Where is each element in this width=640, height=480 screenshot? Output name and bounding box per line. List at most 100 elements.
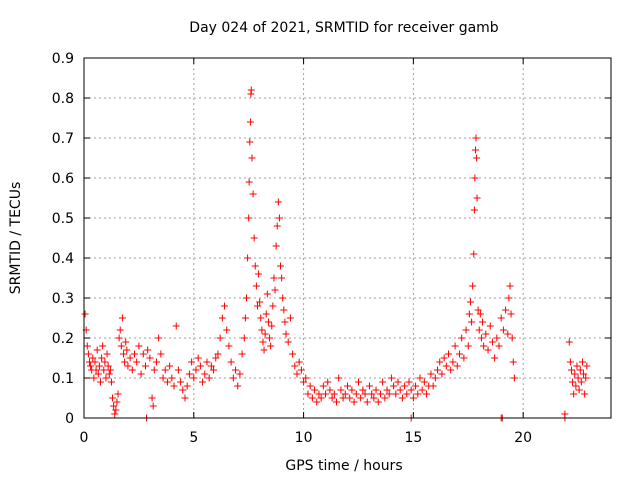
data-point [313, 398, 321, 406]
data-point [350, 398, 358, 406]
data-point [474, 306, 482, 314]
data-point [465, 310, 473, 318]
data-point [582, 374, 590, 382]
data-point [124, 362, 132, 370]
data-point [99, 342, 107, 350]
data-point [497, 314, 505, 322]
data-point [460, 354, 468, 362]
data-point [146, 354, 154, 362]
data-point [126, 354, 134, 362]
data-point [98, 354, 106, 362]
data-point [495, 342, 503, 350]
data-point [571, 370, 579, 378]
data-point [365, 382, 373, 390]
data-point [502, 306, 510, 314]
data-point [106, 366, 114, 374]
data-point [427, 370, 435, 378]
data-point [120, 350, 128, 358]
data-point [420, 378, 428, 386]
data-point [196, 362, 204, 370]
data-point [201, 370, 209, 378]
data-point [281, 318, 289, 326]
y-tick-label: 0.7 [52, 131, 74, 147]
data-point [117, 342, 125, 350]
data-point [245, 178, 253, 186]
data-point [352, 390, 360, 398]
data-point [504, 330, 512, 338]
data-point [192, 366, 200, 374]
data-point [194, 354, 202, 362]
data-point [190, 374, 198, 382]
x-axis-label: GPS time / hours [285, 458, 402, 474]
data-point [387, 374, 395, 382]
data-point [144, 346, 152, 354]
data-point [261, 330, 269, 338]
data-point [91, 358, 99, 366]
data-point [383, 386, 391, 394]
data-point [368, 390, 376, 398]
data-point [274, 198, 282, 206]
data-point [236, 370, 244, 378]
data-point [278, 274, 286, 282]
data-point [328, 394, 336, 402]
data-point [473, 154, 481, 162]
data-point [453, 362, 461, 370]
data-point [96, 378, 104, 386]
data-point [81, 310, 89, 318]
data-point [372, 386, 380, 394]
data-point [470, 250, 478, 258]
data-point [470, 206, 478, 214]
data-point [123, 346, 131, 354]
data-point [229, 374, 237, 382]
data-point [566, 358, 574, 366]
data-point [268, 322, 276, 330]
data-point [259, 338, 267, 346]
data-point [324, 378, 332, 386]
data-point [438, 370, 446, 378]
data-point [491, 354, 499, 362]
data-point [449, 358, 457, 366]
data-point [109, 394, 117, 402]
data-point [149, 402, 157, 410]
data-point [407, 386, 415, 394]
data-point [253, 302, 261, 310]
data-point [374, 398, 382, 406]
data-point [185, 370, 193, 378]
grid-lines [84, 58, 611, 418]
data-point [431, 374, 439, 382]
data-point [246, 118, 254, 126]
data-point [115, 334, 123, 342]
data-point [348, 386, 356, 394]
data-point [152, 358, 160, 366]
data-point [455, 350, 463, 358]
data-point [396, 386, 404, 394]
data-point [306, 382, 314, 390]
y-tick-label: 0.1 [52, 371, 74, 387]
data-point [155, 334, 163, 342]
data-point [102, 374, 110, 382]
data-point [565, 338, 573, 346]
data-point [128, 366, 136, 374]
data-point [251, 262, 259, 270]
data-point [238, 350, 246, 358]
data-point [581, 390, 589, 398]
data-point [168, 374, 176, 382]
data-point [315, 390, 323, 398]
data-point [392, 390, 400, 398]
data-point [508, 334, 516, 342]
y-tick-label: 0.2 [52, 331, 74, 347]
data-point [363, 398, 371, 406]
data-point [270, 274, 278, 282]
data-point [110, 402, 118, 410]
data-point [466, 298, 474, 306]
data-point [476, 310, 484, 318]
data-point [107, 378, 115, 386]
data-point [249, 190, 257, 198]
data-point [282, 330, 290, 338]
data-point [137, 370, 145, 378]
data-point [166, 362, 174, 370]
data-point [244, 254, 252, 262]
plot-frame [83, 57, 612, 419]
data-point [416, 374, 424, 382]
data-point [87, 362, 95, 370]
